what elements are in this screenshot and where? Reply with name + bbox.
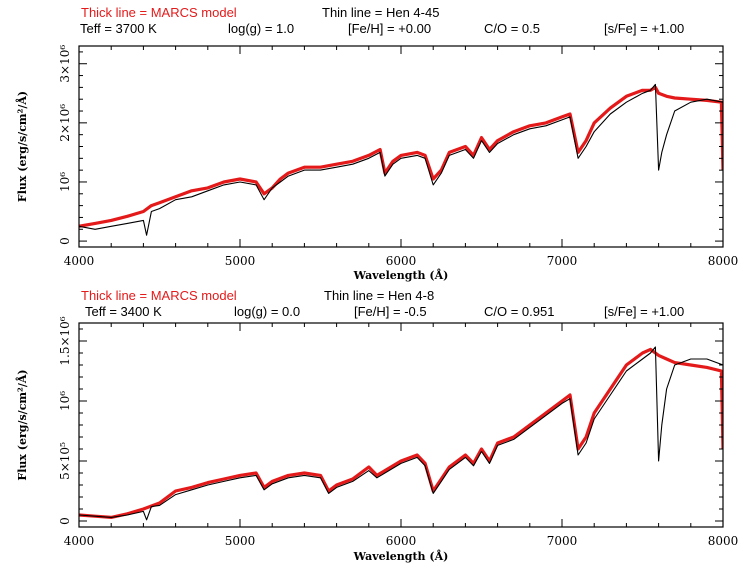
param-label: [s/Fe] = +1.00 bbox=[604, 21, 684, 36]
y-tick-label: 0 bbox=[58, 517, 72, 525]
x-tick-label: 7000 bbox=[547, 534, 578, 548]
y-tick-label: 10⁶ bbox=[58, 391, 72, 411]
plot-frame bbox=[78, 322, 724, 528]
plot-frame bbox=[78, 45, 724, 248]
model-spectrum-line bbox=[79, 347, 723, 520]
param-label: log(g) = 1.0 bbox=[228, 21, 294, 36]
x-tick-label: 8000 bbox=[708, 534, 739, 548]
x-tick-label: 7000 bbox=[547, 254, 578, 268]
header-model-label: Thick line = MARCS model bbox=[81, 288, 237, 303]
param-label: [s/Fe] = +1.00 bbox=[604, 304, 684, 319]
observed-spectrum-line bbox=[79, 346, 723, 521]
param-label: Teff = 3400 K bbox=[85, 304, 162, 319]
x-tick-label: 8000 bbox=[708, 254, 739, 268]
x-tick-label: 5000 bbox=[225, 254, 256, 268]
y-axis-label: Flux (erg/s/cm²/Å) bbox=[15, 369, 29, 480]
y-tick-label: 1.5×10⁶ bbox=[58, 316, 72, 365]
panel-top: Thick line = MARCS model Thin line = Hen … bbox=[15, 5, 738, 282]
y-tick-label: 0 bbox=[58, 237, 72, 245]
y-tick-label: 10⁶ bbox=[58, 172, 72, 192]
header-object-label: Thin line = Hen 4-8 bbox=[324, 288, 434, 303]
x-tick-label: 4000 bbox=[64, 254, 95, 268]
x-tick-label: 4000 bbox=[64, 534, 95, 548]
x-tick-label: 5000 bbox=[225, 534, 256, 548]
observed-spectrum-line bbox=[79, 83, 723, 236]
y-tick-label: 2×10⁶ bbox=[58, 104, 72, 142]
model-spectrum-line bbox=[79, 85, 723, 228]
param-label: [Fe/H] = -0.5 bbox=[354, 304, 427, 319]
header-model-label: Thick line = MARCS model bbox=[81, 5, 237, 20]
y-axis-label: Flux (erg/s/cm²/Å) bbox=[15, 91, 29, 202]
header-object-label: Thin line = Hen 4-45 bbox=[322, 5, 439, 20]
x-tick-label: 6000 bbox=[386, 254, 417, 268]
x-tick-label: 6000 bbox=[386, 534, 417, 548]
param-label: C/O = 0.951 bbox=[484, 304, 554, 319]
y-tick-label: 5×10⁵ bbox=[58, 442, 72, 480]
y-tick-label: 3×10⁶ bbox=[58, 45, 72, 83]
x-axis-label: Wavelength (Å) bbox=[353, 549, 449, 563]
x-axis-label: Wavelength (Å) bbox=[353, 268, 449, 282]
param-label: log(g) = 0.0 bbox=[234, 304, 300, 319]
param-label: Teff = 3700 K bbox=[80, 21, 157, 36]
param-label: C/O = 0.5 bbox=[484, 21, 540, 36]
param-label: [Fe/H] = +0.00 bbox=[348, 21, 431, 36]
panel-bottom: Thick line = MARCS model Thin line = Hen … bbox=[15, 288, 738, 563]
